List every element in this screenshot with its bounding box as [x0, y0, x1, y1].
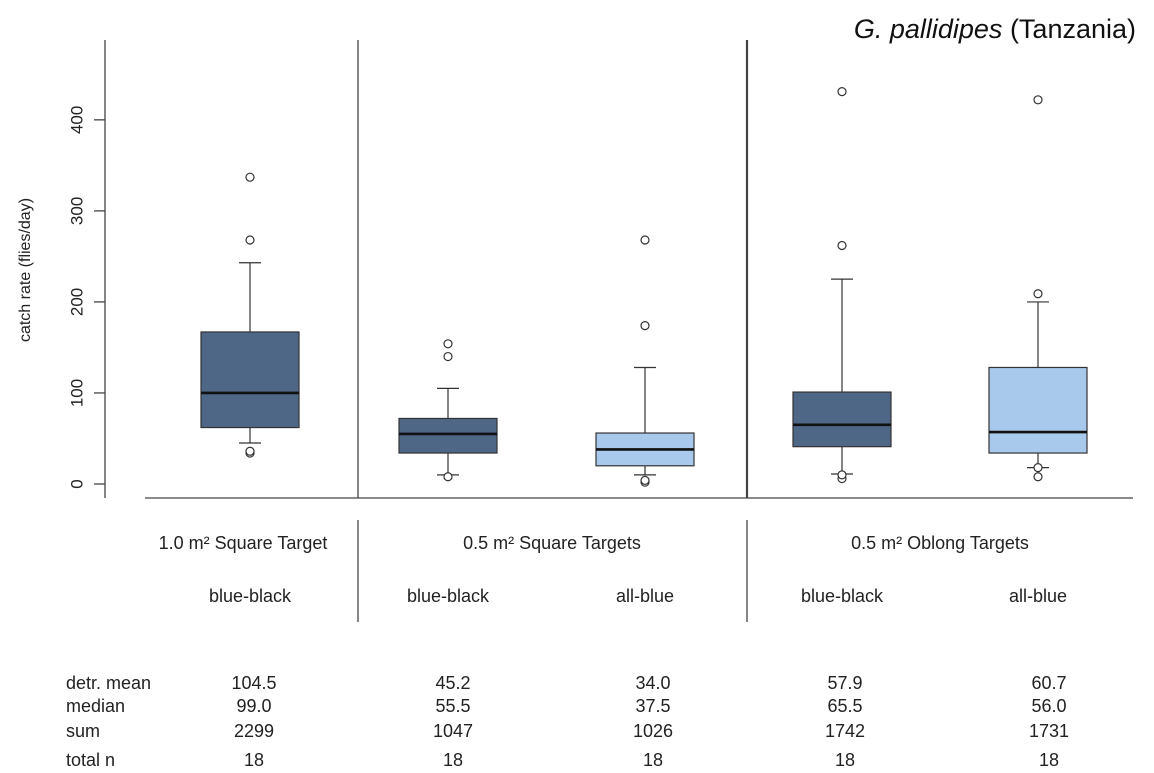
- outlier-point: [1033, 463, 1043, 473]
- stats-value: 18: [1039, 750, 1059, 770]
- stats-value: 99.0: [236, 696, 271, 716]
- outlier-point: [837, 240, 847, 251]
- box: [792, 391, 892, 448]
- outlier-point: [443, 351, 453, 362]
- stats-value: 56.0: [1031, 696, 1066, 716]
- stats-value: 60.7: [1031, 673, 1066, 693]
- outlier-point: [837, 87, 847, 97]
- title-region: (Tanzania): [1009, 14, 1136, 44]
- stats-row-label: sum: [66, 721, 101, 741]
- stats-row-label: detr. mean: [66, 673, 152, 693]
- stats-value: 1731: [1029, 721, 1069, 741]
- box-category-label: blue-black: [407, 586, 490, 606]
- stats-value: 34.0: [635, 673, 670, 693]
- stats-value: 45.2: [435, 673, 470, 693]
- stats-value: 1742: [825, 721, 865, 741]
- stats-value: 1047: [433, 721, 473, 741]
- group-label: 0.5 m² Oblong Targets: [851, 533, 1029, 553]
- outlier-point: [837, 470, 847, 480]
- outlier-point: [640, 235, 650, 245]
- group-label: 1.0 m² Square Target: [159, 533, 328, 553]
- outlier-point: [245, 235, 255, 245]
- stats-value: 18: [443, 750, 463, 770]
- outlier-point: [640, 320, 650, 331]
- box: [398, 417, 498, 454]
- box-category-label: blue-black: [801, 586, 884, 606]
- outlier-point: [640, 475, 650, 485]
- y-tick-label: 300: [67, 197, 86, 225]
- stats-value: 55.5: [435, 696, 470, 716]
- stats-value: 1026: [633, 721, 673, 741]
- stats-value: 104.5: [231, 673, 276, 693]
- stats-value: 18: [835, 750, 855, 770]
- stats-value: 18: [643, 750, 663, 770]
- y-tick-label: 0: [67, 479, 86, 488]
- box-category-label: blue-black: [209, 586, 292, 606]
- outlier-point: [1033, 95, 1043, 105]
- y-tick-label: 400: [67, 106, 86, 134]
- stats-value: 18: [244, 750, 264, 770]
- y-tick-label: 200: [67, 288, 86, 316]
- box-category-label: all-blue: [1009, 586, 1067, 606]
- species-name: G. pallidipes: [853, 14, 1003, 44]
- outlier-point: [1033, 289, 1043, 299]
- outlier-point: [245, 446, 255, 456]
- stats-row-label: total n: [66, 750, 116, 770]
- stats-row-label: median: [66, 696, 126, 716]
- box: [988, 366, 1088, 454]
- stats-value: 37.5: [635, 696, 670, 716]
- stats-value: 2299: [234, 721, 274, 741]
- box-category-label: all-blue: [616, 586, 674, 606]
- box: [200, 331, 300, 429]
- y-tick-label: 100: [67, 379, 86, 407]
- group-label: 0.5 m² Square Targets: [463, 533, 641, 553]
- chart-title: G. pallidipes (Tanzania): [854, 14, 1136, 45]
- stats-value: 57.9: [827, 673, 862, 693]
- outlier-point: [443, 472, 453, 482]
- outlier-point: [1033, 472, 1043, 482]
- outlier-point: [245, 172, 255, 182]
- outlier-point: [443, 339, 453, 349]
- y-axis-title: catch rate (flies/day): [17, 198, 34, 342]
- stats-value: 65.5: [827, 696, 862, 716]
